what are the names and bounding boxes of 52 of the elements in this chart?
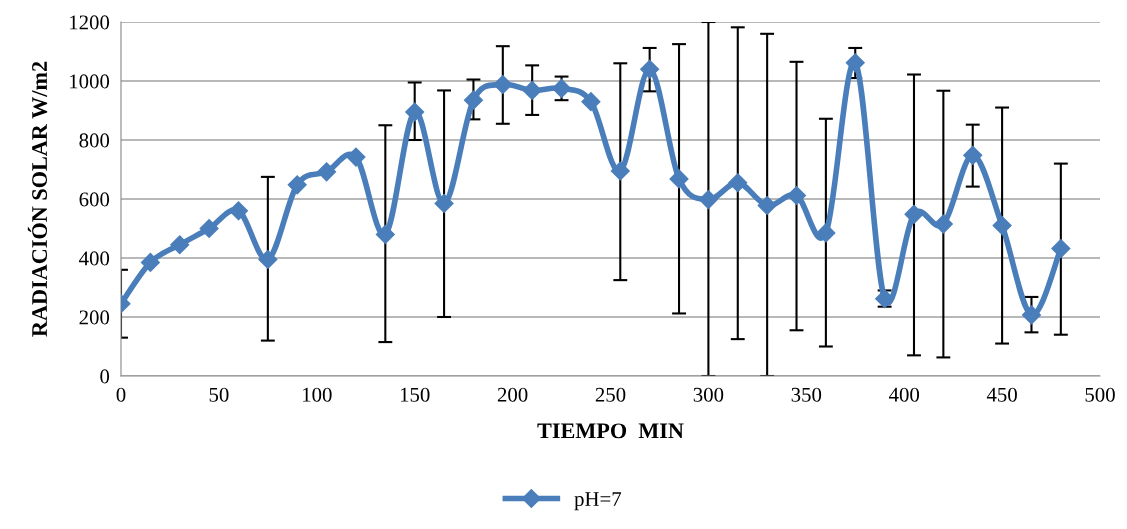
point [228,201,249,221]
point [933,214,953,234]
point [552,78,572,98]
point [610,161,630,181]
x-tick-label: 200 [497,387,528,402]
x-axis-title: TIEMPO MIN [537,423,684,439]
y-tick-label: 0 [100,369,110,384]
y-axis-title: RADIACIÓN SOLAR W/m2 [27,61,48,337]
x-tick-label: 450 [986,387,1017,402]
point [463,90,483,110]
point [698,190,718,210]
x-tick-label: 400 [888,387,920,402]
y-tick-label: 800 [79,133,110,148]
x-tick-label: 0 [116,387,126,402]
point [845,53,865,73]
point [640,59,660,79]
point [728,173,748,193]
y-tick-label: 200 [79,310,110,325]
x-tick-label: 100 [303,387,332,402]
point [992,216,1012,236]
point [904,204,924,224]
point [1051,239,1071,259]
point [140,252,160,272]
x-tick-label: 50 [209,387,229,402]
y-tick-label: 600 [79,192,110,207]
legend-label: pH=7 [574,492,622,511]
x-tick-label: 150 [400,387,430,402]
point [170,235,190,255]
point [816,223,836,243]
point [581,92,601,112]
y-tick-label: 1200 [70,15,110,30]
point [287,175,307,195]
point [434,193,454,213]
point [199,218,219,239]
x-tick-label: 350 [791,387,822,402]
point [669,169,689,189]
x-tick-label: 300 [693,387,724,402]
point [1021,305,1042,325]
y-tick-label: 1000 [70,74,110,89]
point [375,224,395,244]
point [317,162,337,182]
point [493,75,513,95]
point [757,195,777,216]
x-tick-label: 500 [1085,387,1115,402]
point [258,249,278,270]
point [963,145,983,165]
x-tick-label: 250 [595,387,626,402]
y-tick-label: 400 [79,251,110,266]
point [346,147,366,167]
point [405,102,425,122]
point [786,185,807,205]
point [522,80,542,100]
